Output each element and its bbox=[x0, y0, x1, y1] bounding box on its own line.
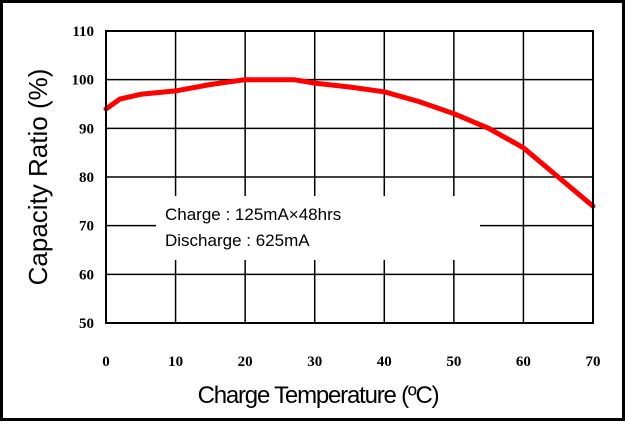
annotation-line-2: Discharge : 625mA bbox=[165, 231, 310, 250]
y-tick-label: 50 bbox=[79, 316, 94, 332]
y-tick-labels: 110 100 90 80 70 60 50 bbox=[72, 24, 95, 332]
x-tick-label: 40 bbox=[377, 354, 392, 370]
x-tick-label: 20 bbox=[238, 354, 253, 370]
y-tick-label: 60 bbox=[79, 267, 94, 283]
capacity-ratio-series-line bbox=[103, 77, 596, 209]
y-tick-label: 70 bbox=[79, 219, 94, 235]
plot-area bbox=[103, 30, 596, 324]
series-group bbox=[103, 77, 596, 209]
y-tick-label: 90 bbox=[79, 121, 94, 137]
x-tick-label: 0 bbox=[102, 354, 110, 370]
y-tick-label: 80 bbox=[79, 170, 94, 186]
x-tick-labels: 0 10 20 30 40 50 60 70 bbox=[102, 354, 600, 370]
x-tick-label: 50 bbox=[446, 354, 461, 370]
x-tick-label: 70 bbox=[586, 354, 601, 370]
annotation-line-1: Charge : 125mA×48hrs bbox=[165, 205, 341, 224]
x-tick-label: 10 bbox=[168, 354, 183, 370]
plot-border bbox=[105, 30, 594, 324]
x-tick-label: 30 bbox=[307, 354, 322, 370]
y-tick-label: 110 bbox=[72, 24, 94, 40]
annotation-box bbox=[156, 196, 480, 260]
x-tick-label: 60 bbox=[516, 354, 531, 370]
x-axis-label: Charge Temperature (ºC) bbox=[198, 382, 439, 409]
y-axis-label: Capacity Ratio (%) bbox=[23, 69, 53, 286]
y-tick-label: 100 bbox=[72, 73, 95, 89]
